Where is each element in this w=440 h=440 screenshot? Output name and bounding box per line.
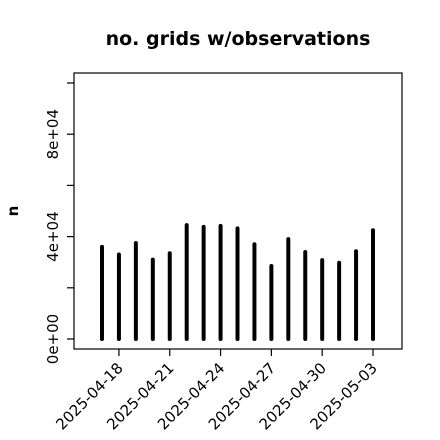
y-axis: 0e+00 4e+04 8e+04 xyxy=(44,82,74,364)
y-tick-label: 0e+00 xyxy=(44,314,62,364)
bars xyxy=(100,223,375,341)
y-axis-label: n xyxy=(4,206,22,217)
plot-frame xyxy=(73,72,403,350)
y-tick-label: 8e+04 xyxy=(44,109,62,159)
chart-title: no. grids w/observations xyxy=(106,28,371,50)
x-axis: 2025-04-182025-04-212025-04-242025-04-27… xyxy=(52,349,381,433)
y-tick-label: 4e+04 xyxy=(44,211,62,261)
